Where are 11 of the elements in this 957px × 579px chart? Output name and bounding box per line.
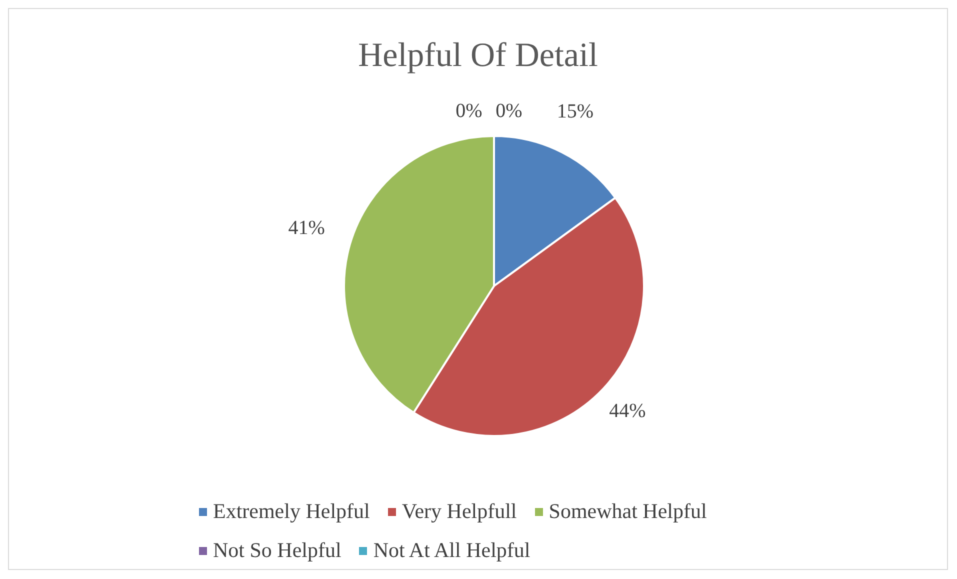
chart-title: Helpful Of Detail <box>357 37 599 75</box>
data-label: 15% <box>556 100 594 123</box>
legend-label: Not At All Helpful <box>373 538 530 563</box>
legend-label: Very Helpfull <box>402 499 517 524</box>
legend-label: Not So Helpful <box>213 538 342 563</box>
legend-label: Extremely Helpful <box>213 499 370 524</box>
data-label: 41% <box>288 216 325 239</box>
legend-label: Somewhat Helpful <box>548 499 707 524</box>
data-label: 44% <box>609 400 646 422</box>
text: 0% <box>496 100 522 122</box>
text: 0% <box>456 100 482 122</box>
